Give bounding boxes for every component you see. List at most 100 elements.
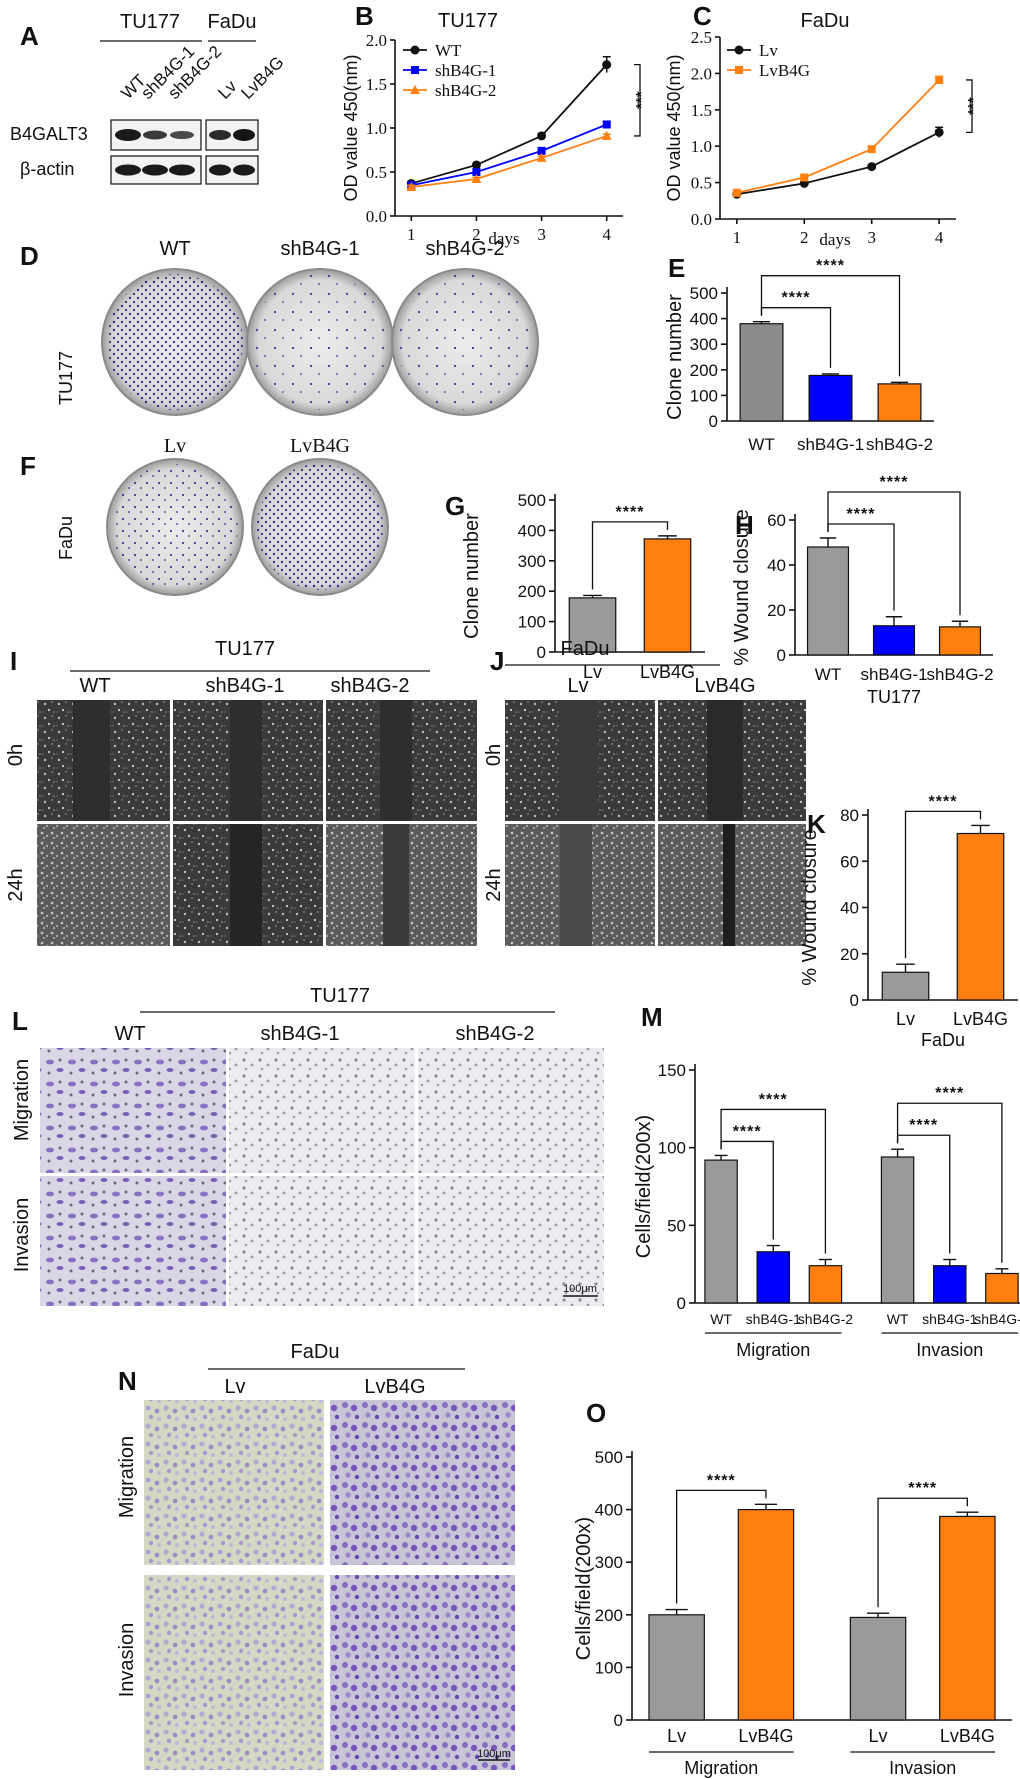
transwell-row-invasion: Invasion: [11, 1198, 33, 1273]
panel-e-letter: E: [668, 253, 685, 283]
legend-entry: Lv: [759, 41, 778, 60]
transwell-image-wt-invasion: [40, 1176, 226, 1306]
y-axis-label: % Wound closure: [731, 509, 753, 665]
x-category-label: shB4G-2: [798, 1311, 853, 1327]
y-axis-label: Clone number: [461, 513, 483, 639]
series-line-lvb4g: [736, 79, 940, 194]
bar-wt: [806, 546, 850, 656]
bar-shb4g-2: [808, 1265, 843, 1304]
y-tick-label: 20: [767, 601, 786, 620]
y-tick-label: 40: [840, 899, 859, 918]
wound-row-0h: 0h: [5, 744, 27, 766]
dish-row-label-fadu: FaDu: [56, 516, 76, 560]
colony-dish-shb4g-2-colonies: [397, 274, 533, 410]
y-tick-label: 200: [690, 361, 718, 380]
x-category-label: WT: [887, 1311, 909, 1327]
significance-bracket: [966, 79, 973, 134]
y-axis-label: % Wound closure: [799, 829, 821, 985]
transwell-row-migration-fadu: Migration: [116, 1436, 138, 1518]
y-tick-label: 150: [658, 1061, 686, 1080]
dish-col-lv: Lv: [164, 435, 186, 457]
significance-stars: ****: [935, 1085, 964, 1102]
blot-band-sh2-b4galt3: [170, 131, 194, 139]
panel-l-transwell-images: L TU177 WT shB4G-1 shB4G-2 Migration Inv…: [11, 985, 604, 1306]
transwell-image-wt-migration: [40, 1048, 226, 1173]
y-tick-label: 0: [709, 412, 718, 431]
wound-col-lv: Lv: [567, 675, 588, 697]
significance-bracket: [827, 491, 961, 616]
scale-bar-l-label: 100μm: [563, 1283, 597, 1295]
group-label: Migration: [736, 1340, 810, 1360]
colony-dish-lv-colonies: [112, 464, 238, 590]
colony-dish-shb4g-1-colonies: [252, 274, 388, 410]
significance-bracket: [896, 1102, 1003, 1263]
significance-stars: ****: [707, 1472, 736, 1489]
wound-col-wt: WT: [79, 675, 110, 697]
y-axis-label: Cells/field(200x): [573, 1517, 595, 1660]
significance-stars: ***: [965, 97, 982, 115]
blot-group-fadu: FaDu: [208, 11, 257, 33]
x-tick-label: 1: [407, 225, 416, 244]
panel-m-letter: M: [641, 1002, 663, 1032]
panel-n-letter: N: [118, 1366, 137, 1396]
data-point: [732, 188, 741, 197]
y-tick-label: 0.5: [691, 174, 712, 193]
bar-lv: [568, 597, 617, 653]
y-tick-label: 0: [677, 1294, 686, 1313]
significance-bracket: [904, 810, 982, 959]
chart-g-bar-clones-fadu: G 0 100 200 300 400 500 Clone number Lv LvB4G ****: [445, 491, 705, 682]
group-label: FaDu: [921, 1030, 965, 1050]
transwell-group-tu177: TU177: [310, 985, 370, 1007]
y-tick-label: 40: [767, 556, 786, 575]
legend-entry: WT: [435, 41, 462, 60]
series-line-shb4g-2: [411, 135, 608, 188]
y-tick-label: 1.5: [691, 101, 712, 120]
blot-band-sh1-b4galt3: [143, 130, 167, 140]
y-tick-label: 2.0: [366, 31, 387, 50]
panel-d-colony-dishes: D TU177 WT shB4G-1 shB4G-2: [20, 238, 539, 416]
wound-gap-wt-0h: [73, 700, 110, 821]
x-tick-label: 4: [935, 228, 944, 247]
panel-j-letter: J: [490, 646, 504, 676]
panel-c-letter: C: [693, 1, 712, 31]
bar-lvb4g: [643, 538, 692, 653]
bar-wt: [704, 1159, 738, 1304]
legend-entry: LvB4G: [759, 61, 810, 80]
bar-shb4g-2: [938, 626, 982, 656]
dish-col-wt: WT: [159, 238, 190, 260]
transwell-image-lvb4g-migration: [330, 1400, 515, 1565]
bar-lvb4g: [737, 1508, 795, 1721]
significance-stars: ****: [759, 1091, 788, 1108]
wound-gap-sh1-24h: [230, 824, 262, 946]
blot-band-wt-b4galt3: [115, 129, 141, 141]
significance-stars: ***: [633, 91, 650, 109]
y-axis-label: OD value 450(nm): [664, 54, 684, 201]
panel-f-letter: F: [20, 451, 36, 481]
panel-k-letter: K: [807, 809, 826, 839]
bar-shb4g-1: [808, 374, 853, 422]
significance-stars: ****: [616, 504, 645, 521]
y-tick-label: 400: [690, 310, 718, 329]
bar-lvb4g: [939, 1515, 996, 1721]
y-tick-label: 400: [518, 521, 546, 540]
transwell-image-lvb4g-invasion: [330, 1575, 515, 1770]
bar-lv: [881, 971, 930, 1001]
transwell-col-wt: WT: [114, 1023, 145, 1045]
chart-c-title: FaDu: [801, 10, 850, 32]
chart-o-bar-transwell-fadu: O 0 100 200 300 400 500 Cells/field(200x) Lv LvB4…: [573, 1398, 1012, 1778]
bar-shb4g-1: [756, 1251, 791, 1304]
data-point: [867, 145, 876, 154]
data-point: [800, 173, 809, 182]
x-tick-label: 1: [733, 228, 742, 247]
significance-stars: ****: [880, 474, 909, 491]
y-tick-label: 300: [690, 335, 718, 354]
x-category-label: shB4G-2: [926, 665, 993, 684]
blot-lane-lvb4g: LvB4G: [237, 53, 287, 103]
blot-row-beta-actin: β-actin: [20, 159, 74, 179]
panel-a-western-blot: A TU177 FaDu WT shB4G-1 shB4G-2 Lv LvB4G…: [10, 11, 288, 185]
blot-band-wt-actin: [115, 164, 141, 176]
x-category-label: shB4G-1: [746, 1311, 801, 1327]
